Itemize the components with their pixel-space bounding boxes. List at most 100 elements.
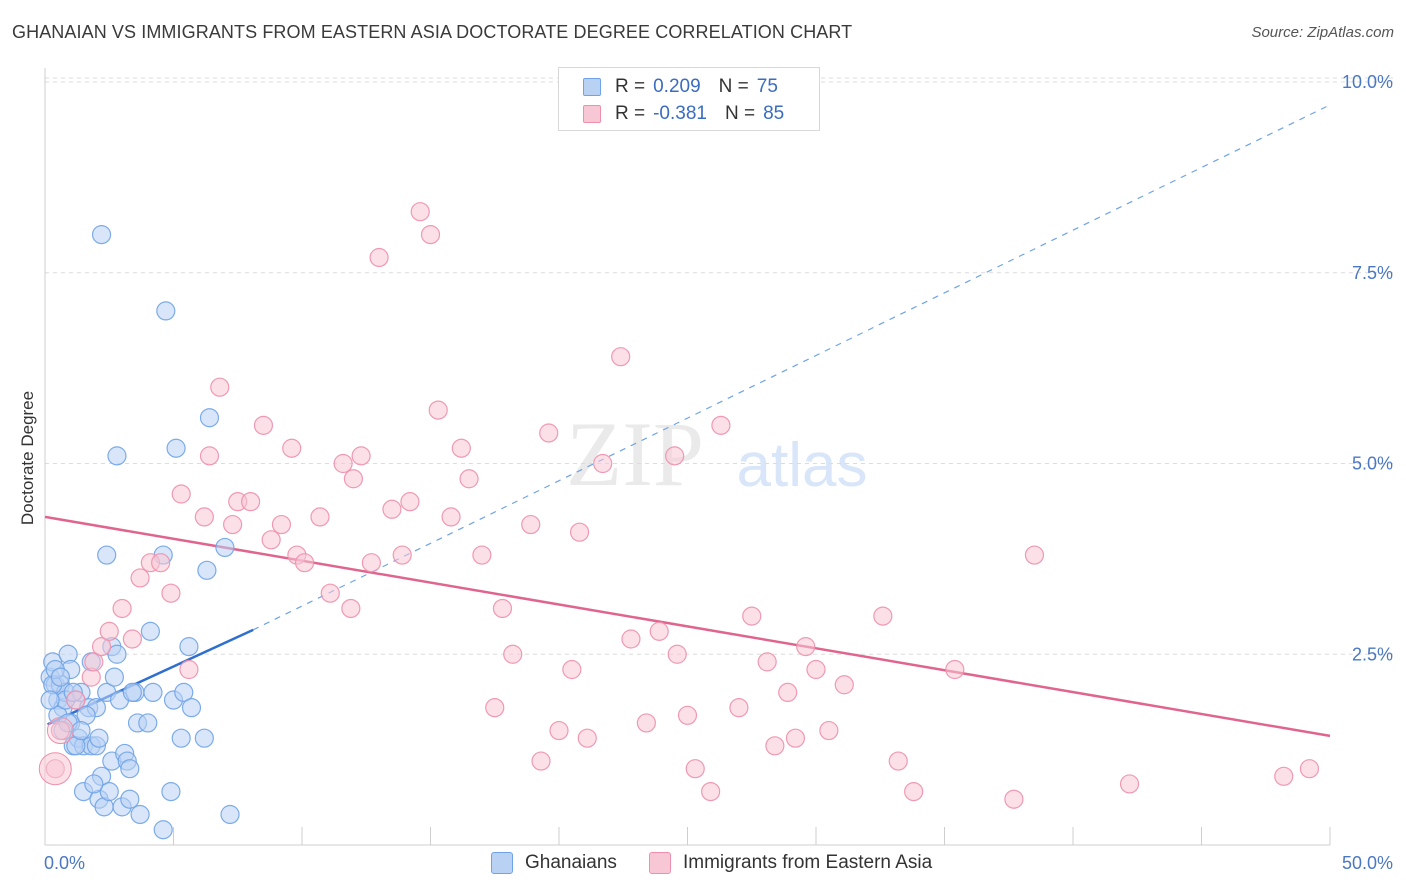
legend-swatch-ghanaians bbox=[583, 78, 601, 96]
eastern-asia-point bbox=[472, 545, 492, 565]
eastern-asia-point bbox=[223, 514, 243, 535]
series-swatch-eastern-asia bbox=[649, 852, 671, 874]
eastern-asia-point bbox=[84, 652, 104, 672]
eastern-asia-point bbox=[531, 751, 551, 771]
eastern-asia-point bbox=[549, 720, 569, 741]
eastern-asia-point bbox=[392, 545, 412, 565]
ghanaian-point bbox=[143, 682, 163, 703]
legend-n-value-ghanaians: 75 bbox=[756, 76, 778, 97]
y-tick-label: 7.5% bbox=[1352, 263, 1393, 283]
eastern-asia-point bbox=[112, 598, 132, 619]
eastern-asia-point bbox=[757, 652, 777, 672]
eastern-asia-point bbox=[742, 606, 762, 626]
watermark-atlas: atlas bbox=[737, 431, 868, 500]
legend-row-ghanaians: R = 0.209 N = 75 bbox=[583, 75, 778, 99]
eastern-asia-point bbox=[503, 644, 523, 664]
ghanaian-point bbox=[122, 682, 142, 703]
chart-title: GHANAIAN VS IMMIGRANTS FROM EASTERN ASIA… bbox=[12, 22, 853, 42]
eastern-asia-point bbox=[179, 659, 199, 680]
ghanaian-point bbox=[104, 667, 124, 687]
ghanaian-point bbox=[130, 804, 150, 825]
eastern-asia-point bbox=[611, 347, 631, 367]
ghanaian-point bbox=[161, 781, 181, 802]
eastern-asia-point bbox=[420, 225, 441, 245]
eastern-asia-point bbox=[945, 659, 965, 680]
ghanaian-point bbox=[156, 301, 176, 321]
ghanaian-point bbox=[181, 698, 202, 718]
legend-r-value-eastern-asia: -0.381 bbox=[653, 103, 707, 124]
legend-n-label: N = bbox=[718, 76, 749, 97]
ghanaian-point bbox=[194, 728, 214, 748]
eastern-asia-point bbox=[577, 728, 597, 748]
legend-swatch-eastern-asia bbox=[583, 105, 601, 123]
eastern-asia-point bbox=[711, 415, 731, 435]
axes bbox=[44, 68, 1331, 846]
ghanaian-point bbox=[199, 408, 220, 428]
ghanaian-point bbox=[84, 774, 104, 794]
y-axis-title: Doctorate Degree bbox=[18, 390, 37, 526]
eastern-asia-point bbox=[320, 583, 340, 603]
eastern-asia-point bbox=[50, 720, 71, 741]
y-tick-label: 10.0% bbox=[1342, 72, 1393, 92]
ghanaian-point bbox=[97, 545, 117, 565]
eastern-asia-point bbox=[636, 713, 656, 733]
eastern-asia-point bbox=[130, 568, 150, 588]
legend-r-value-ghanaians: 0.209 bbox=[653, 76, 701, 97]
eastern-asia-point bbox=[341, 598, 361, 619]
eastern-asia-point bbox=[241, 492, 261, 512]
eastern-asia-point bbox=[91, 637, 112, 657]
eastern-asia-point bbox=[521, 514, 541, 535]
eastern-asia-point bbox=[685, 759, 705, 779]
ghanaian-point bbox=[107, 446, 127, 466]
tick-labels: 2.5% 5.0% 7.5% 10.0% 0.0% 50.0% bbox=[44, 72, 1393, 873]
eastern-asia-point bbox=[428, 400, 448, 420]
y-tick-label: 5.0% bbox=[1352, 454, 1393, 474]
data-points bbox=[38, 202, 1320, 840]
x-tick-label-min: 0.0% bbox=[44, 853, 85, 873]
eastern-asia-point bbox=[459, 469, 479, 489]
legend-r-label: R = bbox=[615, 103, 646, 124]
eastern-asia-point bbox=[361, 553, 381, 573]
correlation-legend: R = 0.209 N = 75 R = -0.381 N = 85 bbox=[558, 67, 820, 131]
eastern-asia-point bbox=[333, 453, 353, 474]
series-legend-eastern-asia[interactable]: Immigrants from Eastern Asia bbox=[649, 852, 932, 874]
legend-r-label: R = bbox=[615, 76, 646, 97]
eastern-asia-point bbox=[1004, 789, 1024, 809]
eastern-asia-point bbox=[282, 438, 302, 458]
eastern-asia-point bbox=[485, 698, 505, 718]
eastern-asia-point bbox=[253, 415, 274, 435]
eastern-asia-point bbox=[621, 629, 641, 649]
ghanaian-point bbox=[171, 728, 191, 748]
eastern-asia-point-large bbox=[46, 717, 74, 745]
ghanaian-point bbox=[91, 225, 112, 245]
ghanaian-point bbox=[215, 537, 235, 558]
series-swatch-ghanaians bbox=[491, 852, 513, 874]
series-legend: Ghanaians Immigrants from Eastern Asia bbox=[0, 852, 1406, 878]
ghanaian-point bbox=[71, 720, 91, 741]
ghanaian-point bbox=[220, 804, 240, 825]
eastern-asia-point bbox=[343, 469, 363, 489]
source-credit: Source: ZipAtlas.com bbox=[1251, 24, 1394, 41]
series-legend-ghanaians[interactable]: Ghanaians bbox=[491, 852, 617, 874]
eastern-asia-point bbox=[171, 484, 191, 504]
eastern-asia-point bbox=[161, 583, 181, 603]
ghanaian-point bbox=[40, 690, 60, 710]
eastern-asia-point bbox=[382, 499, 402, 519]
eastern-asia-point bbox=[294, 553, 315, 573]
eastern-asia-point bbox=[199, 446, 220, 466]
eastern-asia-point bbox=[729, 698, 749, 718]
ghanaian-point bbox=[179, 637, 199, 657]
eastern-asia-point bbox=[665, 446, 685, 466]
gridlines bbox=[45, 77, 1395, 655]
ghanaian-point bbox=[120, 789, 140, 809]
eastern-asia-point bbox=[834, 675, 854, 695]
x-tick-label-max: 50.0% bbox=[1342, 853, 1393, 873]
eastern-asia-point bbox=[1119, 774, 1140, 794]
legend-n-label: N = bbox=[724, 103, 756, 124]
ghanaian-point bbox=[166, 438, 186, 458]
eastern-asia-point bbox=[271, 514, 292, 535]
ghanaian-point bbox=[140, 621, 160, 641]
eastern-asia-point-large bbox=[38, 752, 72, 786]
eastern-asia-point bbox=[677, 705, 698, 725]
eastern-asia-point bbox=[785, 728, 806, 748]
